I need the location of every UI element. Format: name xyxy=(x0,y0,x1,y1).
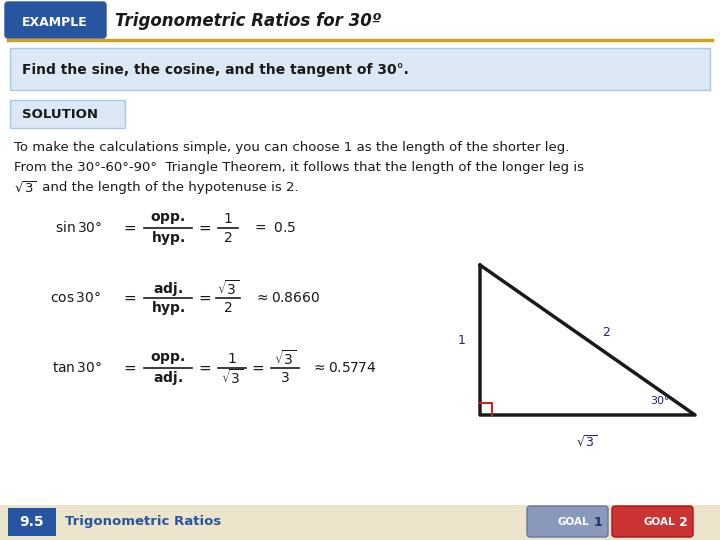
Text: $\sqrt{3}$: $\sqrt{3}$ xyxy=(14,180,36,195)
Text: GOAL: GOAL xyxy=(643,517,675,527)
Text: Trigonometric Ratios: Trigonometric Ratios xyxy=(65,516,221,529)
Text: $\sin 30°$: $\sin 30°$ xyxy=(55,220,102,235)
Text: $3$: $3$ xyxy=(280,371,290,385)
Text: and the length of the hypotenuse is 2.: and the length of the hypotenuse is 2. xyxy=(38,181,299,194)
Text: $2$: $2$ xyxy=(223,231,233,245)
Text: $\bf{adj.}$: $\bf{adj.}$ xyxy=(153,369,183,387)
Text: GOAL: GOAL xyxy=(558,517,590,527)
Text: $\sqrt{3}$: $\sqrt{3}$ xyxy=(217,280,239,299)
Text: $\cos 30°$: $\cos 30°$ xyxy=(50,291,101,305)
Text: EXAMPLE: EXAMPLE xyxy=(22,16,88,29)
Text: =: = xyxy=(199,361,212,375)
Text: 2: 2 xyxy=(679,516,688,529)
Text: $\bf{hyp.}$: $\bf{hyp.}$ xyxy=(150,299,185,317)
Text: To make the calculations simple, you can choose 1 as the length of the shorter l: To make the calculations simple, you can… xyxy=(14,141,570,154)
Bar xyxy=(10,48,710,90)
Text: Trigonometric Ratios for 30º: Trigonometric Ratios for 30º xyxy=(115,12,382,30)
Text: =: = xyxy=(199,220,212,235)
Text: 1: 1 xyxy=(594,516,603,529)
Text: =: = xyxy=(199,291,212,306)
Text: $\sqrt{3}$: $\sqrt{3}$ xyxy=(221,368,243,388)
Text: $1$: $1$ xyxy=(223,212,233,226)
FancyBboxPatch shape xyxy=(527,506,608,537)
Text: =: = xyxy=(124,220,136,235)
Text: $= \ 0.5$: $= \ 0.5$ xyxy=(252,221,297,235)
Text: $\sqrt{3}$: $\sqrt{3}$ xyxy=(274,349,296,368)
Text: 1: 1 xyxy=(458,334,466,347)
Bar xyxy=(10,100,125,128)
Text: $\bf{adj.}$: $\bf{adj.}$ xyxy=(153,280,183,298)
Text: $\approx 0.5774$: $\approx 0.5774$ xyxy=(311,361,377,375)
Text: =: = xyxy=(124,361,136,375)
Bar xyxy=(0,505,720,540)
FancyBboxPatch shape xyxy=(612,506,693,537)
Text: Find the sine, the cosine, and the tangent of 30°.: Find the sine, the cosine, and the tange… xyxy=(22,63,409,77)
FancyBboxPatch shape xyxy=(5,2,106,38)
Text: SOLUTION: SOLUTION xyxy=(22,107,98,120)
Text: $\bf{opp.}$: $\bf{opp.}$ xyxy=(150,352,186,367)
Bar xyxy=(8,508,56,536)
Text: $\approx 0.8660$: $\approx 0.8660$ xyxy=(254,291,320,305)
Text: =: = xyxy=(251,361,264,375)
Text: 9.5: 9.5 xyxy=(19,515,45,529)
Text: 30°: 30° xyxy=(650,396,670,406)
Text: From the 30°-60°-90°  Triangle Theorem, it follows that the length of the longer: From the 30°-60°-90° Triangle Theorem, i… xyxy=(14,161,584,174)
Text: $\bf{opp.}$: $\bf{opp.}$ xyxy=(150,212,186,226)
Text: $\tan 30°$: $\tan 30°$ xyxy=(52,361,102,375)
Text: $2$: $2$ xyxy=(223,301,233,315)
Text: $\sqrt{3}$: $\sqrt{3}$ xyxy=(577,435,598,450)
Text: $1$: $1$ xyxy=(228,352,237,366)
Text: =: = xyxy=(124,291,136,306)
Text: $\bf{hyp.}$: $\bf{hyp.}$ xyxy=(150,229,185,247)
Text: 2: 2 xyxy=(602,326,610,339)
